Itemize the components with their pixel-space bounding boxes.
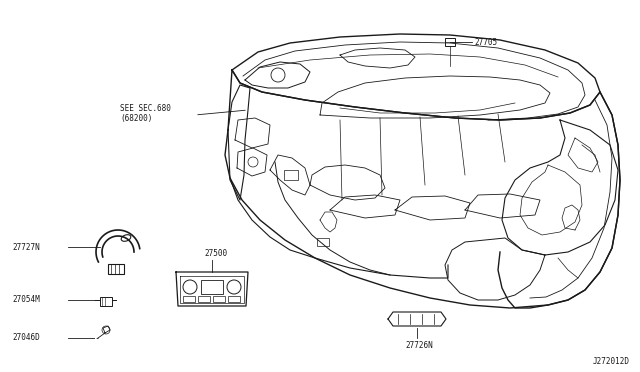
Text: 27054M: 27054M — [12, 295, 40, 305]
Bar — [317, 238, 329, 246]
Text: (68200): (68200) — [120, 113, 152, 122]
Text: 27046D: 27046D — [12, 334, 40, 343]
Bar — [183, 296, 195, 302]
Bar — [198, 296, 210, 302]
Bar — [100, 297, 112, 306]
Bar — [108, 264, 124, 274]
Text: SEE SEC.680: SEE SEC.680 — [120, 103, 171, 112]
Text: 27500: 27500 — [204, 250, 227, 259]
Text: 27727N: 27727N — [12, 243, 40, 251]
Text: 27726N: 27726N — [405, 341, 433, 350]
Text: 27705: 27705 — [474, 38, 497, 46]
Bar — [445, 38, 455, 46]
Bar — [284, 170, 298, 180]
Bar — [201, 280, 223, 294]
Bar — [213, 296, 225, 302]
Bar — [228, 296, 240, 302]
Text: J272012D: J272012D — [593, 357, 630, 366]
